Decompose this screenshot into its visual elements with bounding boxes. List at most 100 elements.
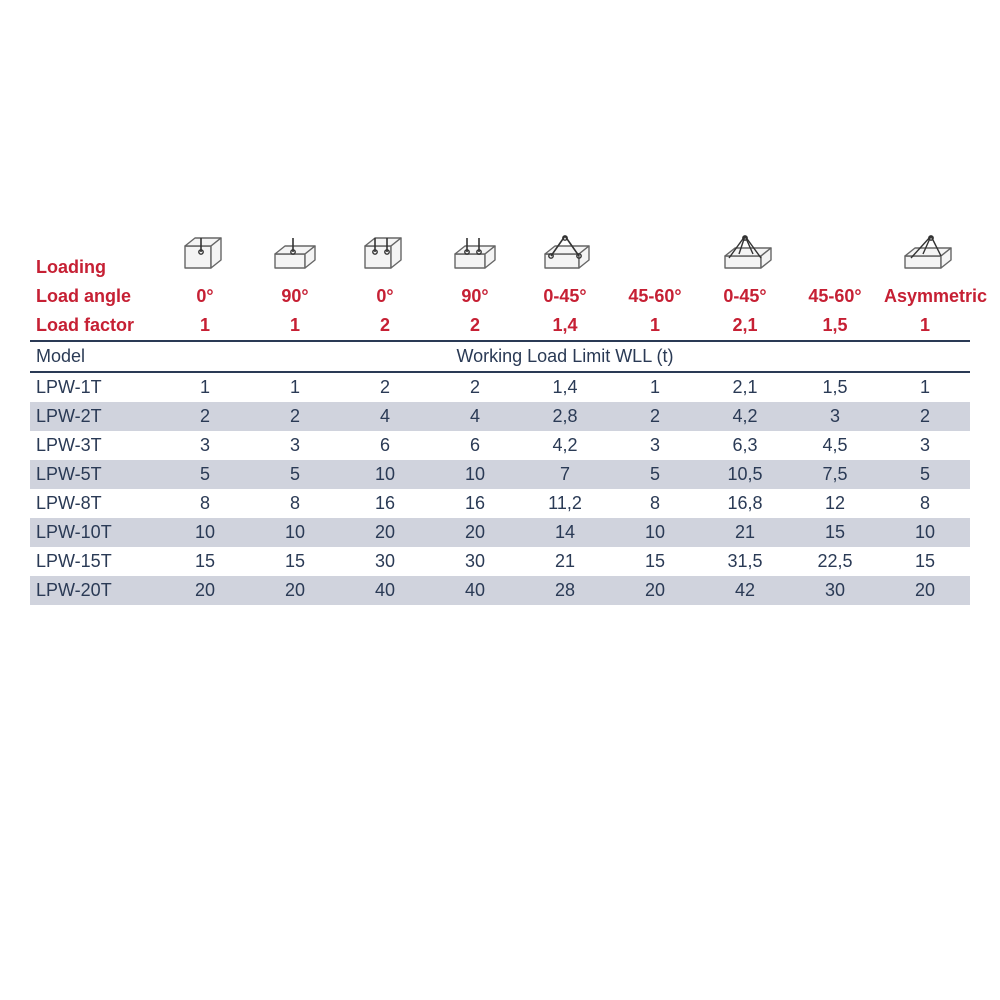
value-cell: 1,5 xyxy=(790,372,880,402)
value-cell: 21 xyxy=(520,547,610,576)
value-cell: 8 xyxy=(610,489,700,518)
value-cell: 2,8 xyxy=(520,402,610,431)
load-angle-value: 45-60° xyxy=(808,286,861,306)
load-angle-value: 90° xyxy=(281,286,308,306)
value-cell: 16 xyxy=(340,489,430,518)
value-cell: 11,2 xyxy=(520,489,610,518)
model-cell: LPW-10T xyxy=(30,518,160,547)
value-cell: 40 xyxy=(340,576,430,605)
load-angle-value: 45-60° xyxy=(628,286,681,306)
value-cell: 42 xyxy=(700,576,790,605)
value-cell: 15 xyxy=(790,518,880,547)
value-cell: 2 xyxy=(430,372,520,402)
value-cell: 15 xyxy=(610,547,700,576)
value-cell: 2 xyxy=(250,402,340,431)
load-factor-value: 1 xyxy=(200,315,210,335)
table-row: LPW-15T15153030211531,522,515 xyxy=(30,547,970,576)
load-factor-value: 2 xyxy=(380,315,390,335)
value-cell: 2 xyxy=(340,372,430,402)
table-row: LPW-20T202040402820423020 xyxy=(30,576,970,605)
value-cell: 3 xyxy=(790,402,880,431)
load-factor-value: 2 xyxy=(470,315,480,335)
value-cell: 21 xyxy=(700,518,790,547)
value-cell: 4 xyxy=(430,402,520,431)
value-cell: 6 xyxy=(430,431,520,460)
model-cell: LPW-20T xyxy=(30,576,160,605)
value-cell: 20 xyxy=(610,576,700,605)
value-cell: 10 xyxy=(610,518,700,547)
value-cell: 20 xyxy=(340,518,430,547)
value-cell: 12 xyxy=(790,489,880,518)
load-angle-value: 0° xyxy=(376,286,393,306)
load-factor-value: 1,4 xyxy=(552,315,577,335)
load-factor-value: 1 xyxy=(290,315,300,335)
table-row: LPW-5T5510107510,57,55 xyxy=(30,460,970,489)
value-cell: 1 xyxy=(880,372,970,402)
wll-table: LoadingLoad angle0°90°0°90°0-45°45-60°0-… xyxy=(30,230,970,605)
value-cell: 15 xyxy=(160,547,250,576)
value-cell: 7 xyxy=(520,460,610,489)
value-cell: 3 xyxy=(250,431,340,460)
model-cell: LPW-3T xyxy=(30,431,160,460)
load-angle-value: 90° xyxy=(461,286,488,306)
value-cell: 15 xyxy=(880,547,970,576)
value-cell: 8 xyxy=(250,489,340,518)
table-row: LPW-8T88161611,2816,8128 xyxy=(30,489,970,518)
value-cell: 8 xyxy=(880,489,970,518)
load-angle-value: 0° xyxy=(196,286,213,306)
value-cell: 22,5 xyxy=(790,547,880,576)
value-cell: 5 xyxy=(160,460,250,489)
value-cell: 8 xyxy=(160,489,250,518)
value-cell: 16 xyxy=(430,489,520,518)
load-factor-value: 1 xyxy=(650,315,660,335)
value-cell: 20 xyxy=(250,576,340,605)
load-factor-value: 2,1 xyxy=(732,315,757,335)
value-cell: 6 xyxy=(340,431,430,460)
value-cell: 4,5 xyxy=(790,431,880,460)
loading-icon xyxy=(520,230,610,282)
value-cell: 2,1 xyxy=(700,372,790,402)
loading-icon xyxy=(160,230,250,282)
value-cell: 1 xyxy=(250,372,340,402)
value-cell: 1,4 xyxy=(520,372,610,402)
loading-icon xyxy=(340,230,430,282)
value-cell: 20 xyxy=(880,576,970,605)
value-cell: 5 xyxy=(880,460,970,489)
load-factor-value: 1 xyxy=(920,315,930,335)
wll-header: Working Load Limit WLL (t) xyxy=(160,341,970,372)
value-cell: 10 xyxy=(880,518,970,547)
value-cell: 31,5 xyxy=(700,547,790,576)
table-row: LPW-1T11221,412,11,51 xyxy=(30,372,970,402)
model-cell: LPW-8T xyxy=(30,489,160,518)
model-cell: LPW-1T xyxy=(30,372,160,402)
table-row: LPW-2T22442,824,232 xyxy=(30,402,970,431)
value-cell: 40 xyxy=(430,576,520,605)
value-cell: 16,8 xyxy=(700,489,790,518)
value-cell: 7,5 xyxy=(790,460,880,489)
value-cell: 2 xyxy=(160,402,250,431)
load-angle-value: 0-45° xyxy=(723,286,766,306)
value-cell: 10 xyxy=(250,518,340,547)
value-cell: 30 xyxy=(430,547,520,576)
value-cell: 15 xyxy=(250,547,340,576)
loading-icon xyxy=(700,230,790,282)
model-cell: LPW-15T xyxy=(30,547,160,576)
value-cell: 10 xyxy=(160,518,250,547)
load-angle-value: 0-45° xyxy=(543,286,586,306)
loading-icon xyxy=(790,230,880,282)
value-cell: 6,3 xyxy=(700,431,790,460)
value-cell: 14 xyxy=(520,518,610,547)
loading-icon xyxy=(880,230,970,282)
value-cell: 2 xyxy=(610,402,700,431)
value-cell: 5 xyxy=(610,460,700,489)
model-header: Model xyxy=(30,341,160,372)
value-cell: 4,2 xyxy=(520,431,610,460)
value-cell: 10 xyxy=(340,460,430,489)
value-cell: 1 xyxy=(160,372,250,402)
value-cell: 2 xyxy=(880,402,970,431)
value-cell: 3 xyxy=(610,431,700,460)
value-cell: 4,2 xyxy=(700,402,790,431)
load-angle-value: Asymmetric xyxy=(884,286,987,306)
value-cell: 28 xyxy=(520,576,610,605)
value-cell: 5 xyxy=(250,460,340,489)
